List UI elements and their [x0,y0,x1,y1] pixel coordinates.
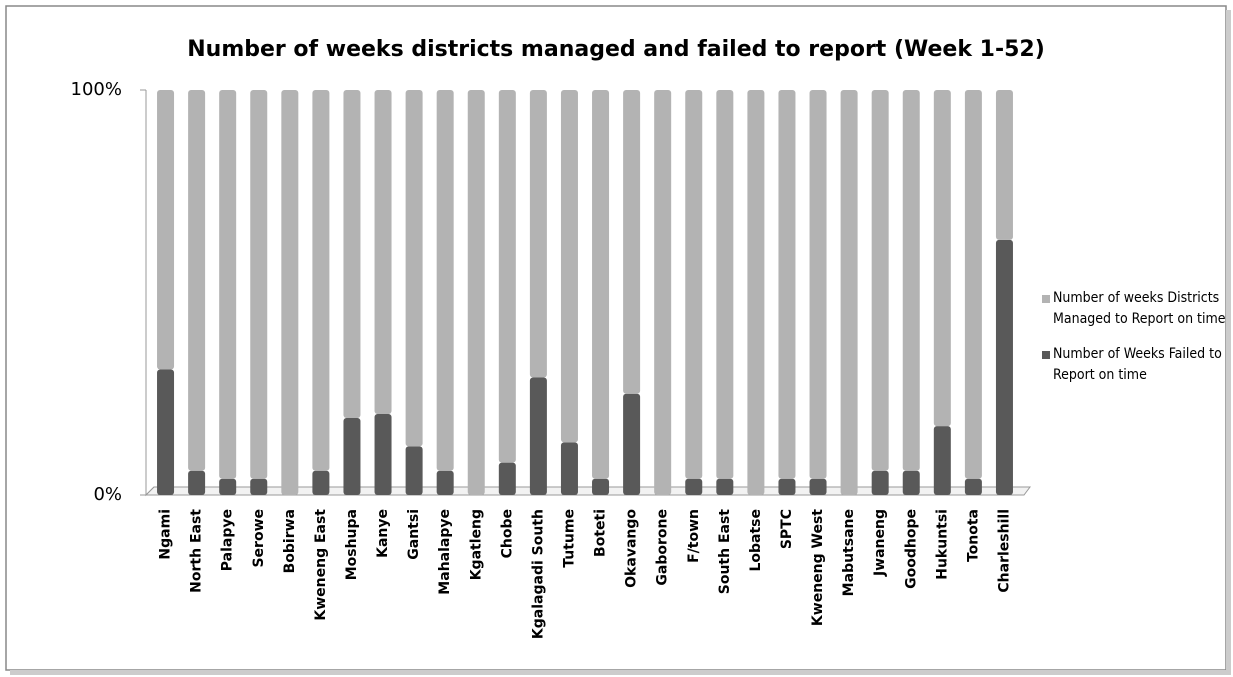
x-tick-label: Chobe [499,509,515,558]
x-tick-label: Jwaneng [872,509,888,577]
x-tick-label: Moshupa [344,509,360,580]
x-tick-label: Kweneng East [313,509,329,621]
bar-segment [312,90,330,471]
bar-segment [405,90,423,447]
bar-segment [219,478,237,495]
bar-segment [250,90,268,479]
bar-segment [560,442,578,495]
bar-segment [809,90,827,479]
bar-segment [467,90,485,495]
bar-segment [716,90,734,479]
bar-segment [685,90,703,479]
shadow [1226,10,1231,675]
bar-segment [250,478,268,495]
bar-segment [436,470,454,495]
bar-segment [498,462,516,495]
x-tick-label: Hukuntsi [934,509,950,580]
bar-segment [405,446,423,495]
y-tick-label: 100% [71,79,122,100]
x-tick-label: Ngami [158,509,174,560]
y-tick-label: 0% [93,484,122,505]
x-tick-label: Tutume [561,509,577,568]
bar-segment [623,393,641,495]
shadow [10,670,1230,675]
bar-segment [964,90,982,479]
x-tick-label: North East [189,509,205,593]
x-tick-label: Kanye [375,509,391,558]
bar-segment [281,90,299,495]
bar-segment [188,470,206,495]
legend-item: Number of Weeks Failed to Report on time [1042,344,1230,386]
bar-segment [157,369,175,495]
x-tick-label: Kgatleng [468,509,484,580]
x-tick-label: Okavango [624,509,640,588]
bar-segment [778,478,796,495]
x-tick-label: Boteti [593,509,609,557]
bar-segment [995,239,1013,495]
bar-segment [312,470,330,495]
bar-segment [623,90,641,394]
bar-segment [964,478,982,495]
bar-segment [747,90,765,495]
x-tick-label: Mahalapye [437,509,453,595]
bar-segment [529,377,547,495]
x-tick-label: Palapye [220,509,236,571]
x-tick-label: F/town [686,509,702,563]
bar-segment [560,90,578,443]
bar-segment [778,90,796,479]
bar-segment [685,478,703,495]
bar-segment [933,426,951,495]
bar-segment [871,90,889,471]
frame [5,5,1227,671]
x-tick-label: Charleshill [996,509,1012,593]
bar-segment [188,90,206,471]
x-tick-label: Gaborone [655,509,671,586]
bar-segment [902,470,920,495]
bar-segment [933,90,951,427]
bar-segment [374,90,392,414]
x-tick-label: Bobirwa [282,509,298,573]
legend-item: Number of weeks Districts Managed to Rep… [1042,288,1230,330]
x-tick-label: Tonota [965,509,981,562]
x-tick-label: Goodhope [903,509,919,589]
x-tick-label: Kweneng West [810,509,826,626]
bar-segment [157,90,175,370]
bar-segment [592,478,610,495]
bar-segment [498,90,516,463]
x-tick-label: Serowe [251,509,267,568]
bar-segment [840,90,858,495]
bar-segment [592,90,610,479]
bar-segment [902,90,920,471]
chart-title: Number of weeks districts managed and fa… [187,37,1045,62]
legend-label: Number of weeks Districts Managed to Rep… [1053,290,1226,327]
bar-segment [343,418,361,495]
bar-segment [343,90,361,419]
x-tick-label: SPTC [779,509,795,549]
legend-label: Number of Weeks Failed to Report on time [1053,346,1222,383]
bar-segment [436,90,454,471]
floor [144,486,1031,496]
x-tick-label: Gantsi [406,509,422,560]
bar-segment [374,414,392,495]
legend-swatch [1042,295,1050,303]
x-tick-label: Mabutsane [841,509,857,596]
bar-segment [716,478,734,495]
bar-segment [995,90,1013,240]
x-tick-label: Lobatse [748,509,764,572]
x-tick-label: Kgalagadi South [530,509,546,639]
legend-swatch [1042,351,1050,359]
bar-segment [871,470,889,495]
bar-segment [809,478,827,495]
bar-segment [219,90,237,479]
bar-segment [654,90,672,495]
x-tick-label: South East [717,509,733,595]
legend: Number of weeks Districts Managed to Rep… [1042,288,1230,400]
bar-segment [529,90,547,378]
